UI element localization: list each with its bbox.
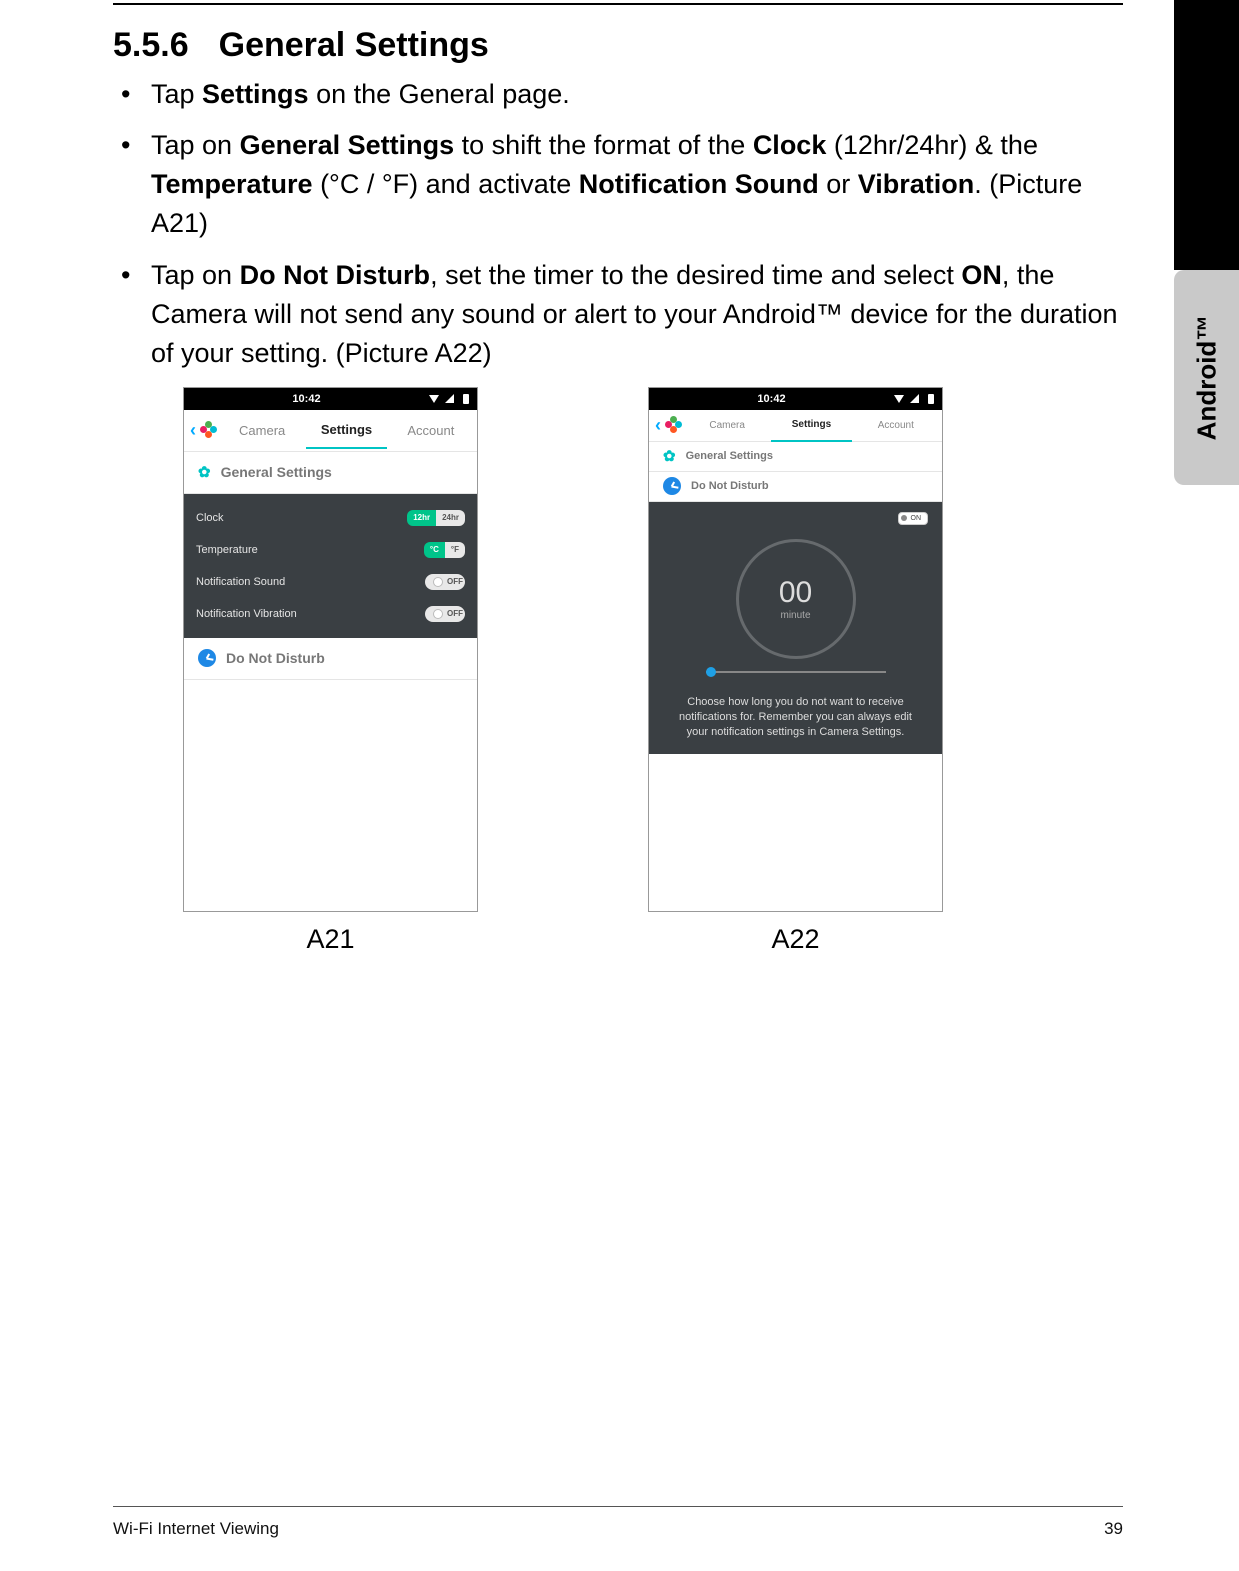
app-logo-icon[interactable] [200,421,218,439]
clock-icon [663,477,681,495]
top-tabs: ‹ Camera Settings Account [184,410,477,452]
caption-a22: A22 [771,924,819,955]
temperature-segmented[interactable]: °C °F [424,542,465,558]
dnd-dial-unit: minute [780,610,810,621]
clock-label: Clock [196,512,224,524]
section-number: 5.5.6 [113,26,189,64]
general-settings-label: General Settings [686,450,773,462]
corner-block [1174,0,1239,270]
row-notification-sound: Notification Sound OFF [196,566,465,598]
notification-vibration-toggle[interactable]: OFF [425,606,465,622]
manual-page: Android™ 5.5.6 General Settings Tap Setti… [0,0,1239,1571]
tab-camera[interactable]: Camera [687,410,767,441]
dnd-slider[interactable] [706,671,886,673]
battery-icon [926,394,936,404]
content-area: 5.5.6 General Settings Tap Settings on th… [113,26,1123,955]
screenshot-a22-column: 10:42 ‹ Camera Settings Account [648,387,943,955]
side-tab-label: Android™ [1191,315,1222,441]
tab-settings[interactable]: Settings [771,409,851,442]
dnd-dial[interactable]: 00 minute [736,539,856,659]
dnd-dial-area: 00 minute [649,529,942,695]
status-time: 10:42 [292,393,320,405]
screenshot-a21: 10:42 ‹ Camera Settings Account [183,387,478,912]
temperature-label: Temperature [196,544,258,556]
footer-chapter: Wi-Fi Internet Viewing [113,1519,279,1539]
do-not-disturb-header[interactable]: Do Not Disturb [649,472,942,502]
notification-sound-toggle[interactable]: OFF [425,574,465,590]
do-not-disturb-label: Do Not Disturb [691,480,769,492]
dnd-on-toggle[interactable]: ON [898,512,929,525]
clock-segmented[interactable]: 12hr 24hr [407,510,465,526]
row-notification-vibration: Notification Vibration OFF [196,598,465,630]
row-temperature: Temperature °C °F [196,534,465,566]
wifi-icon [894,394,904,404]
bullet-2: Tap on General Settings to shift the for… [151,126,1123,243]
footer-rule [113,1506,1123,1507]
instruction-list: Tap Settings on the General page. Tap on… [113,75,1123,373]
back-icon[interactable]: ‹ [190,420,196,441]
do-not-disturb-label: Do Not Disturb [226,650,325,666]
page-number: 39 [1104,1519,1123,1539]
signal-icon [445,394,455,404]
general-settings-header[interactable]: ✿ General Settings [649,442,942,472]
status-bar: 10:42 [649,388,942,410]
notification-sound-label: Notification Sound [196,576,285,588]
notification-vibration-label: Notification Vibration [196,608,297,620]
tab-account[interactable]: Account [856,410,936,441]
caption-a21: A21 [306,924,354,955]
screenshot-row: 10:42 ‹ Camera Settings Account [183,387,1123,955]
general-settings-header[interactable]: ✿ General Settings [184,452,477,494]
back-icon[interactable]: ‹ [655,415,661,436]
tab-camera[interactable]: Camera [222,413,302,448]
bullet-3: Tap on Do Not Disturb, set the timer to … [151,256,1123,373]
tab-account[interactable]: Account [391,413,471,448]
screenshot-a21-column: 10:42 ‹ Camera Settings Account [183,387,478,955]
status-time: 10:42 [757,393,785,405]
tab-settings[interactable]: Settings [306,412,386,449]
top-rule [113,3,1123,5]
wifi-icon [429,394,439,404]
app-logo-icon[interactable] [665,416,683,434]
dnd-dial-value: 00 [779,576,812,610]
bullet-1: Tap Settings on the General page. [151,75,1123,114]
side-tab-android: Android™ [1174,270,1239,485]
gear-icon: ✿ [198,463,211,481]
section-heading: 5.5.6 General Settings [113,26,1123,65]
settings-panel: Clock 12hr 24hr Temperature °C °F [184,494,477,638]
gear-icon: ✿ [663,447,676,465]
dnd-panel: ON 00 minute Choose how long you do not … [649,502,942,754]
signal-icon [910,394,920,404]
top-tabs: ‹ Camera Settings Account [649,410,942,442]
section-title-text: General Settings [219,26,489,64]
dnd-on-toggle-row: ON [649,502,942,529]
screenshot-a22: 10:42 ‹ Camera Settings Account [648,387,943,912]
general-settings-label: General Settings [221,464,332,480]
clock-icon [198,649,216,667]
battery-icon [461,394,471,404]
status-bar: 10:42 [184,388,477,410]
dnd-helper-text: Choose how long you do not want to recei… [649,695,942,754]
page-footer: Wi-Fi Internet Viewing 39 [113,1519,1123,1539]
row-clock: Clock 12hr 24hr [196,502,465,534]
do-not-disturb-header[interactable]: Do Not Disturb [184,638,477,680]
